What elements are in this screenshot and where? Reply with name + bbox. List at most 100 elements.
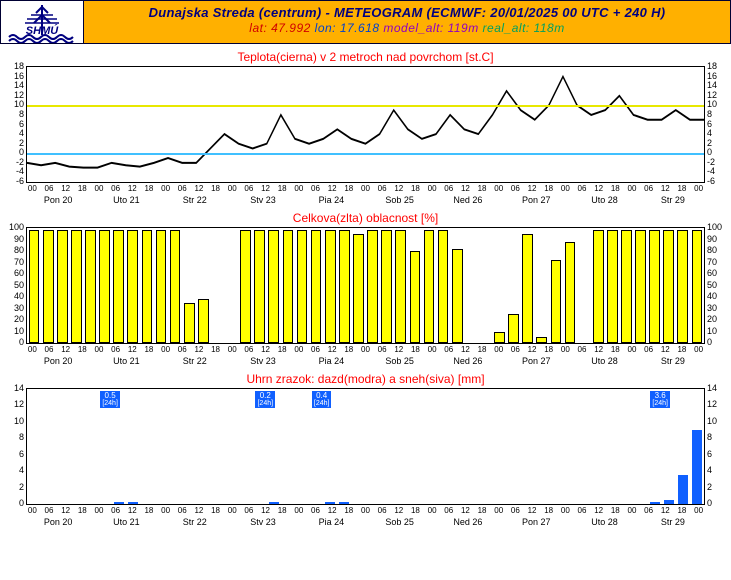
- x-day: Pia 24: [297, 517, 365, 527]
- y-tick: 6: [707, 119, 725, 129]
- y-tick: 18: [707, 61, 725, 71]
- y-tick: 10: [6, 326, 24, 336]
- cloud-bar: [156, 230, 167, 343]
- header: SHMÚ Dunajska Streda (centrum) - METEOGR…: [0, 0, 731, 44]
- y-tick: 14: [707, 80, 725, 90]
- x-hour: 06: [440, 345, 457, 354]
- cloud-bar: [381, 230, 392, 343]
- x-hour: 18: [607, 345, 624, 354]
- x-hour: 12: [257, 506, 274, 515]
- x-hour: 00: [224, 184, 241, 193]
- x-hour: 06: [174, 506, 191, 515]
- x-hour: 12: [590, 345, 607, 354]
- x-hour: 06: [574, 506, 591, 515]
- x-hour: 12: [191, 345, 208, 354]
- rain-bar: [325, 502, 335, 504]
- cloud-bar: [621, 230, 632, 343]
- cloud-bar: [649, 230, 660, 343]
- cloud-bar: [57, 230, 68, 343]
- x-hour: 00: [291, 506, 308, 515]
- rain-bar: [269, 502, 279, 504]
- y-tick: 20: [707, 314, 725, 324]
- x-day: Pon 20: [24, 195, 92, 205]
- y-tick: 12: [707, 90, 725, 100]
- precip-title: Uhrn zrazok: dazd(modra) a sneh(siva) [m…: [0, 372, 731, 386]
- x-hour: 00: [24, 184, 41, 193]
- rain-label: 0.5[24h]: [100, 391, 120, 408]
- x-hour: 12: [124, 184, 141, 193]
- x-hour: 12: [524, 345, 541, 354]
- x-hour: 00: [690, 184, 707, 193]
- rain-bar: [339, 502, 349, 504]
- x-hour: 00: [291, 345, 308, 354]
- x-hour: 06: [307, 506, 324, 515]
- x-hour: 06: [307, 184, 324, 193]
- y-tick: 30: [707, 303, 725, 313]
- x-day: Pon 27: [502, 517, 570, 527]
- x-hour: 00: [24, 345, 41, 354]
- cloud-bar: [551, 260, 562, 343]
- x-day: Pia 24: [297, 195, 365, 205]
- y-tick: 0: [707, 147, 725, 157]
- y-tick: 0: [6, 337, 24, 347]
- x-hour: 18: [74, 506, 91, 515]
- y-tick: 80: [6, 245, 24, 255]
- x-hour: 00: [557, 184, 574, 193]
- x-hour: 06: [241, 506, 258, 515]
- cloud-bar: [395, 230, 406, 343]
- y-tick: 2: [6, 482, 24, 492]
- x-hour: 12: [390, 506, 407, 515]
- x-hour: 00: [690, 345, 707, 354]
- x-hour: 12: [524, 184, 541, 193]
- x-day: Uto 21: [92, 356, 160, 366]
- x-hour: 18: [674, 506, 691, 515]
- x-hour: 00: [624, 184, 641, 193]
- x-hour: 18: [340, 345, 357, 354]
- x-day: Uto 21: [92, 195, 160, 205]
- x-hour: 12: [657, 506, 674, 515]
- y-tick: 4: [6, 128, 24, 138]
- rain-bar: [678, 475, 688, 504]
- x-hour: 12: [590, 184, 607, 193]
- x-hour: 00: [357, 345, 374, 354]
- x-hour: 00: [157, 345, 174, 354]
- x-hour: 18: [407, 184, 424, 193]
- x-day: Ned 26: [434, 517, 502, 527]
- y-tick: 10: [6, 99, 24, 109]
- sub-title: lat: 47.992 lon: 17.618 model_alt: 119m …: [84, 21, 730, 35]
- x-hour: 06: [440, 184, 457, 193]
- y-tick: 100: [707, 222, 725, 232]
- x-hour: 18: [274, 345, 291, 354]
- cloud-bar: [494, 332, 505, 344]
- x-hour: 00: [624, 506, 641, 515]
- y-tick: 16: [707, 71, 725, 81]
- y-tick: 100: [6, 222, 24, 232]
- rain-label: 0.2[24h]: [255, 391, 275, 408]
- y-tick: 14: [6, 383, 24, 393]
- y-tick: 12: [6, 399, 24, 409]
- y-tick: 6: [6, 119, 24, 129]
- x-hour: 18: [74, 184, 91, 193]
- x-hour: 00: [490, 345, 507, 354]
- y-tick: 40: [707, 291, 725, 301]
- x-hour: 06: [574, 345, 591, 354]
- cloud-bar: [71, 230, 82, 343]
- x-hour: 12: [191, 184, 208, 193]
- x-day: Str 22: [161, 356, 229, 366]
- x-hour: 12: [57, 506, 74, 515]
- x-day: Sob 25: [365, 517, 433, 527]
- cloud-bar: [184, 303, 195, 343]
- y-tick: 50: [6, 280, 24, 290]
- x-day: Uto 28: [570, 195, 638, 205]
- cloud-bar: [283, 230, 294, 343]
- rain-bar: [650, 502, 660, 504]
- y-tick: 70: [707, 257, 725, 267]
- x-day: Pon 20: [24, 517, 92, 527]
- y-tick: 2: [6, 138, 24, 148]
- y-tick: 12: [707, 399, 725, 409]
- y-tick: 20: [6, 314, 24, 324]
- x-hour: 06: [640, 506, 657, 515]
- rain-bar: [664, 500, 674, 504]
- cloud-bar: [113, 230, 124, 343]
- logo: SHMÚ: [1, 1, 84, 43]
